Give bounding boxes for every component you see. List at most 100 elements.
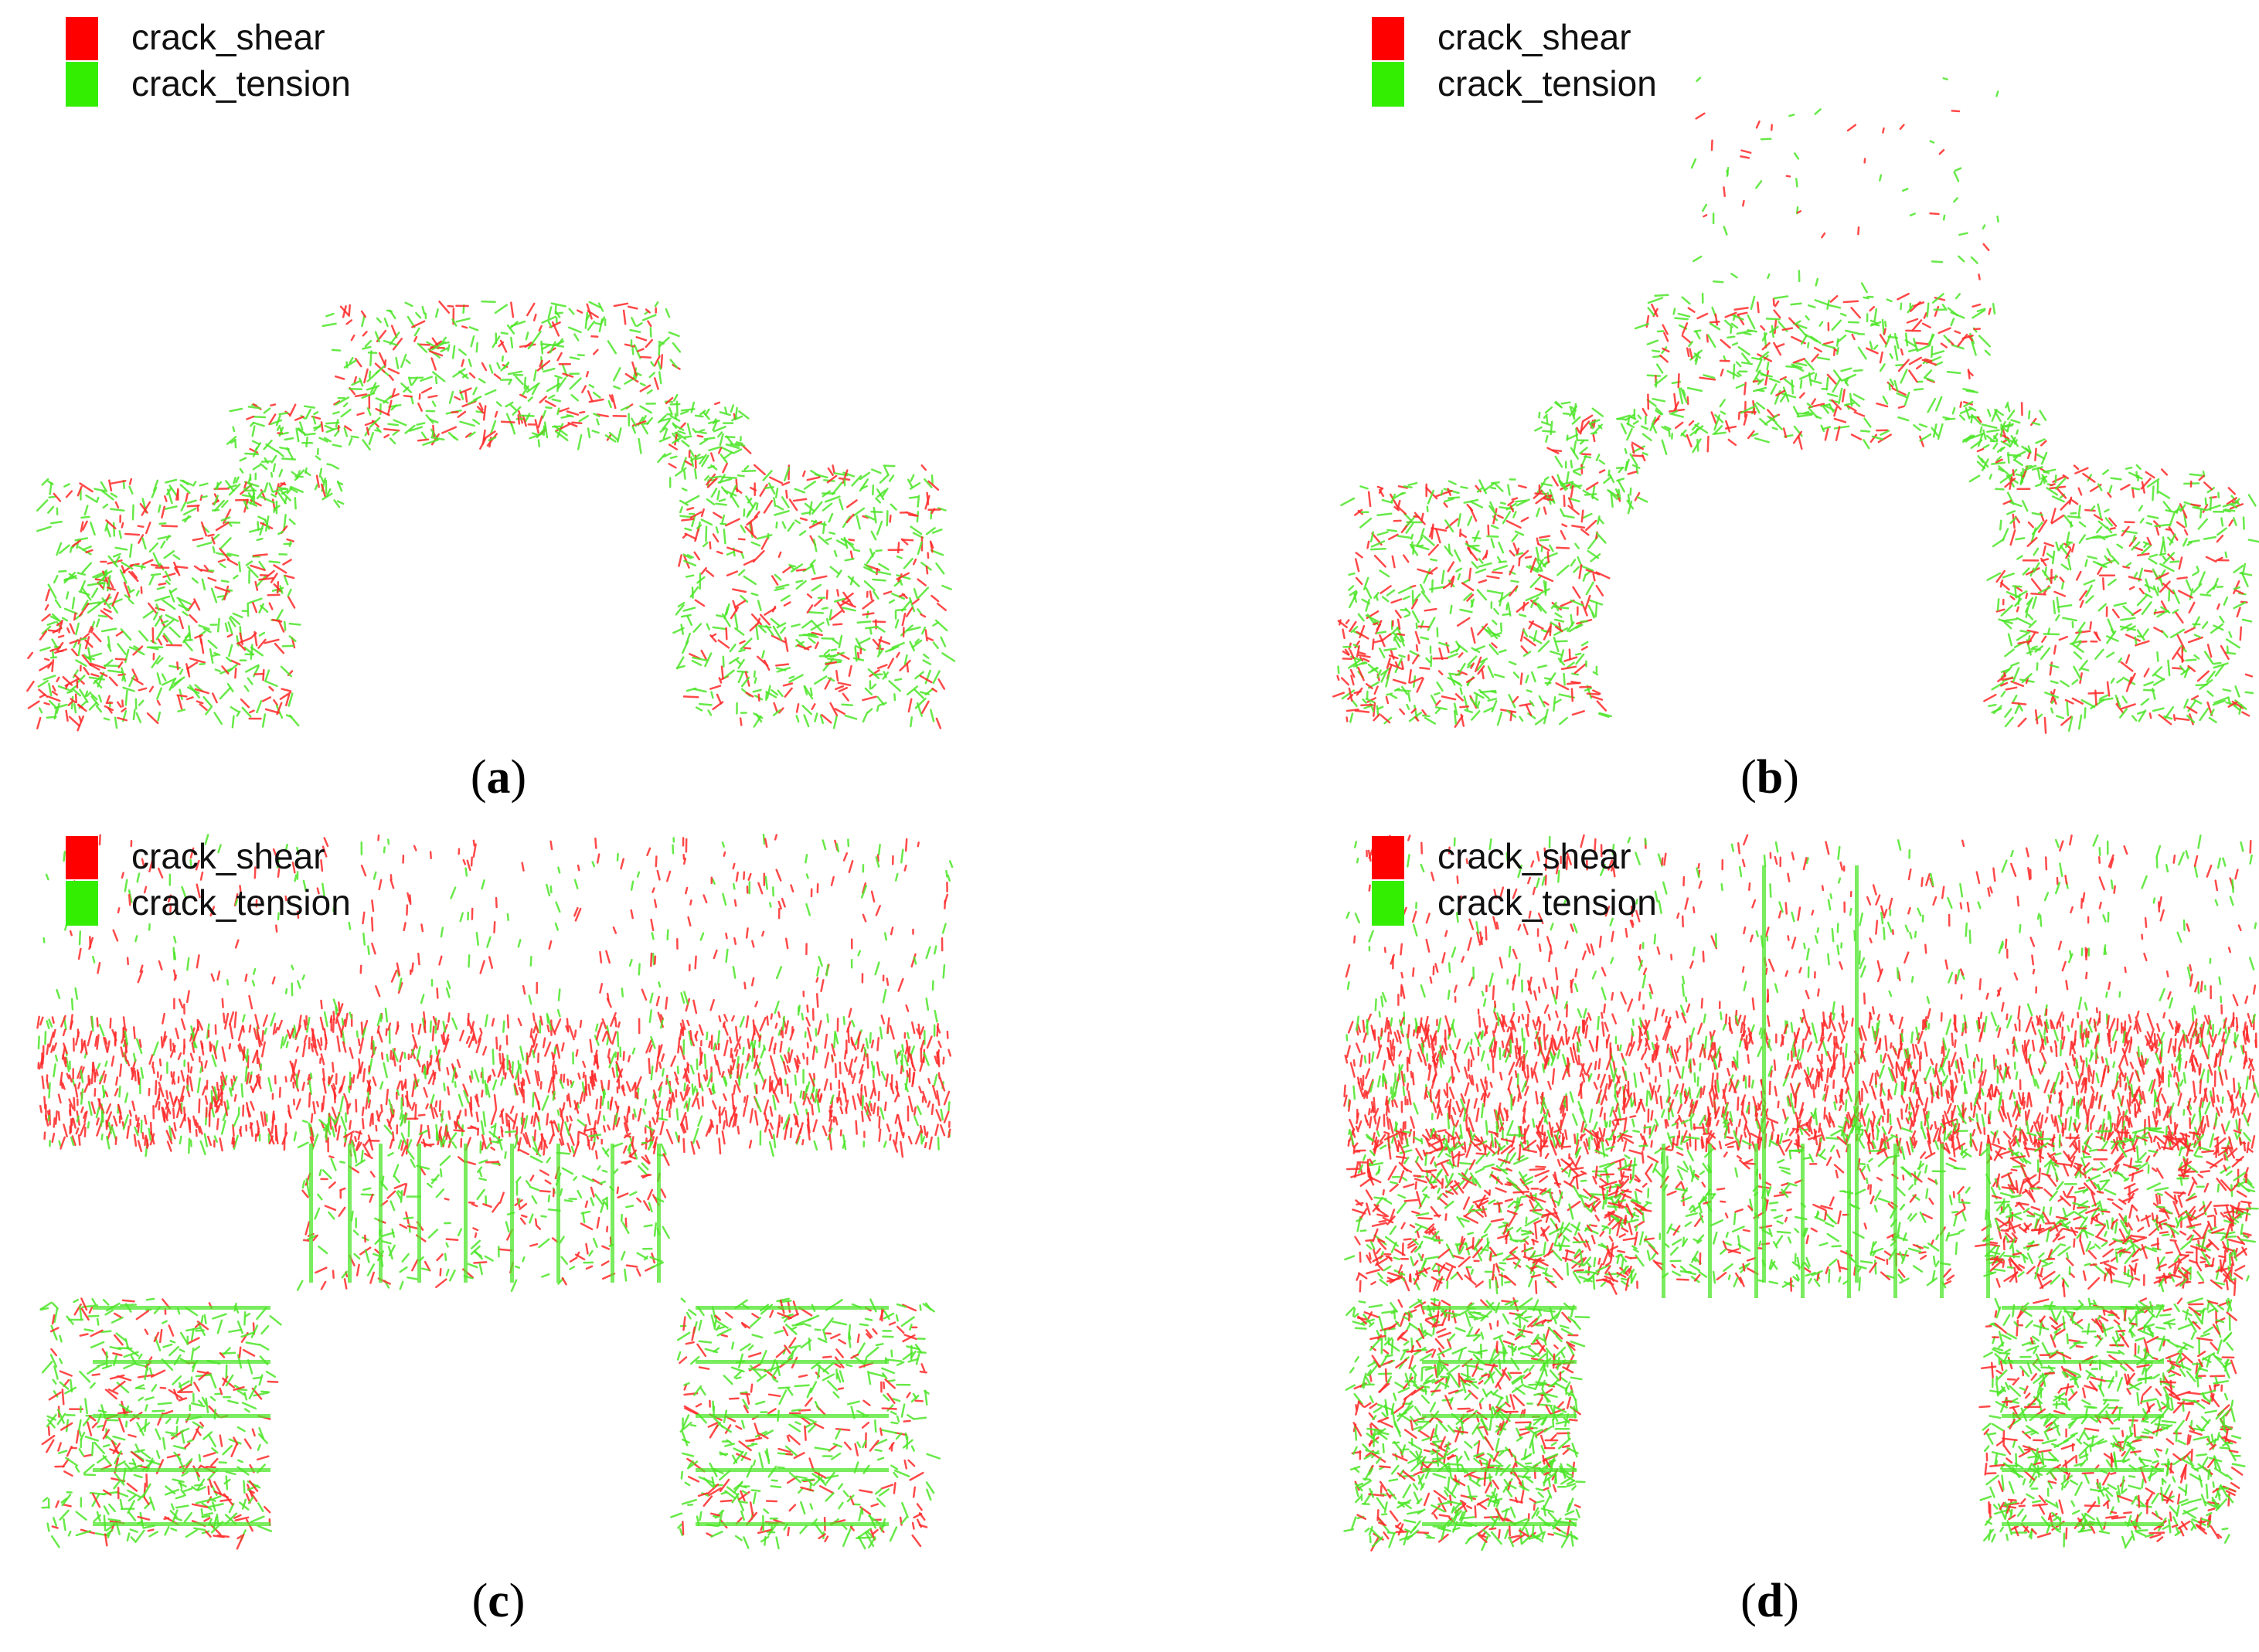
crack: [507, 370, 523, 376]
crack: [53, 492, 62, 502]
crack: [693, 551, 701, 561]
crack: [274, 483, 280, 496]
crack: [219, 537, 232, 549]
crack: [2060, 680, 2070, 688]
crack: [162, 1110, 166, 1123]
crack: [1723, 186, 1726, 198]
crack: [165, 1108, 169, 1119]
crack: [1450, 648, 1459, 654]
crack: [745, 927, 749, 939]
crack: [206, 1079, 209, 1090]
crack: [1433, 692, 1441, 696]
crack: [648, 1009, 653, 1024]
crack: [69, 684, 78, 692]
crack: [931, 529, 943, 534]
crack: [1478, 562, 1492, 568]
crack: [1999, 519, 2002, 531]
crack: [1496, 514, 1504, 519]
crack: [1720, 369, 1724, 377]
crack: [1770, 383, 1778, 395]
crack: [158, 960, 163, 970]
crack: [815, 977, 819, 983]
crack: [1637, 414, 1642, 420]
crack: [924, 478, 933, 488]
crack: [1460, 485, 1468, 489]
crack: [434, 1100, 438, 1108]
crack: [410, 962, 414, 973]
crack: [493, 373, 502, 379]
crack: [182, 507, 197, 516]
crack: [717, 431, 723, 438]
crack: [852, 657, 865, 661]
crack: [1950, 311, 1965, 319]
crack: [1906, 318, 1919, 324]
crack: [315, 455, 321, 461]
crack: [730, 607, 740, 620]
crack: [195, 1128, 198, 1137]
crack: [552, 1060, 556, 1068]
crack: [2032, 421, 2041, 426]
crack: [452, 368, 466, 378]
crack: [1579, 447, 1588, 454]
crack: [268, 602, 274, 610]
crack: [131, 571, 138, 579]
crack: [1386, 529, 1398, 532]
crack: [252, 601, 258, 614]
crack: [1590, 695, 1604, 701]
crack: [757, 624, 772, 629]
crack: [1595, 571, 1611, 580]
crack: [57, 1110, 61, 1121]
crack: [675, 437, 682, 442]
crack: [395, 356, 400, 369]
crack: [770, 1013, 774, 1020]
crack: [385, 1088, 390, 1106]
crack: [1756, 402, 1766, 410]
crack: [320, 1037, 323, 1046]
crack: [692, 999, 698, 1015]
crack: [199, 703, 208, 711]
crack: [348, 304, 351, 316]
crack: [2198, 571, 2206, 586]
crack: [366, 370, 379, 382]
crack: [874, 961, 880, 976]
crack: [675, 656, 685, 670]
crack: [156, 699, 161, 706]
crack: [454, 396, 461, 401]
crack: [2078, 534, 2086, 544]
crack: [2141, 544, 2152, 555]
crack: [230, 705, 239, 712]
crack: [2160, 468, 2169, 476]
crack: [1818, 321, 1824, 327]
crack: [254, 1133, 257, 1142]
crack: [2169, 560, 2180, 563]
crack: [220, 580, 230, 583]
crack: [185, 696, 194, 701]
crack: [142, 559, 154, 566]
crack: [1553, 699, 1562, 705]
crack: [114, 1088, 119, 1096]
crack: [2184, 627, 2196, 634]
crack: [161, 525, 179, 528]
crack: [447, 344, 451, 352]
crack: [894, 1113, 899, 1124]
crack: [118, 530, 122, 539]
crack: [1725, 420, 1731, 433]
crack: [506, 913, 509, 922]
crack: [630, 880, 634, 891]
crack: [870, 530, 877, 541]
crack: [2185, 579, 2192, 592]
crack: [558, 407, 570, 413]
crack: [1490, 525, 1499, 529]
crack: [1373, 713, 1381, 722]
crack: [1543, 497, 1553, 501]
crack: [77, 947, 82, 960]
crack: [1498, 541, 1505, 554]
crack: [233, 1113, 240, 1127]
crack: [58, 620, 63, 634]
crack: [739, 1016, 745, 1028]
crack: [1755, 180, 1763, 189]
crack: [723, 669, 735, 678]
crack: [570, 394, 579, 402]
crack: [860, 484, 868, 490]
crack: [908, 495, 919, 499]
